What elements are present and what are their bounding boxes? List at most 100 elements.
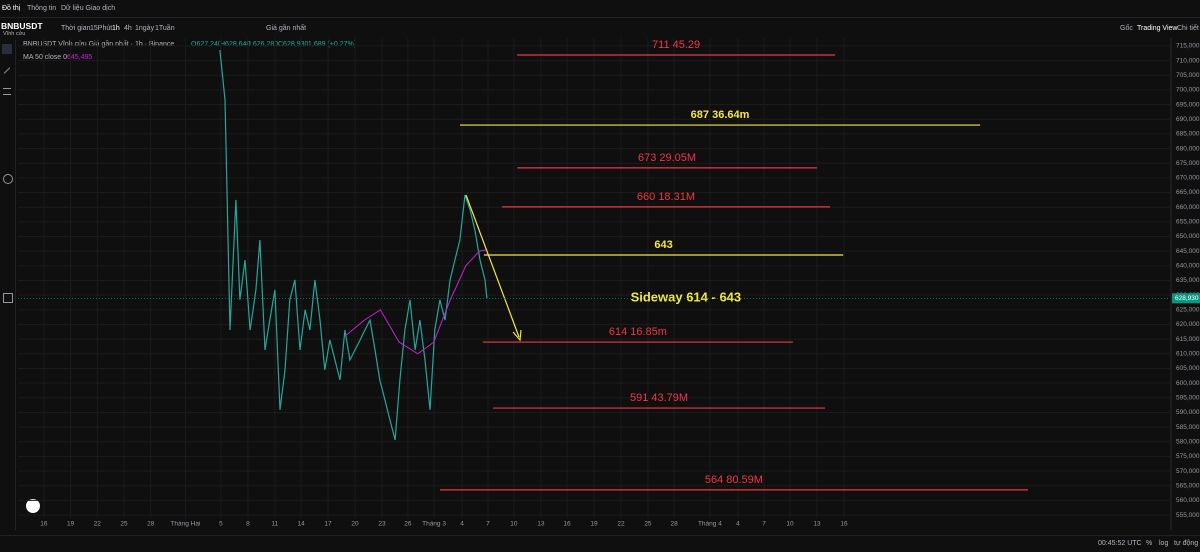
y-tick-label: 625,000 bbox=[1176, 307, 1200, 314]
interval[interactable]: 1Tuần bbox=[155, 25, 175, 32]
x-tick-label: 19 bbox=[590, 521, 598, 528]
x-tick-label: Tháng Hai bbox=[170, 521, 200, 528]
x-tick-label: 22 bbox=[94, 521, 102, 528]
interval[interactable]: 15Phút bbox=[90, 25, 113, 32]
level-label: 673 29.05M bbox=[638, 152, 696, 164]
x-tick-label: 25 bbox=[644, 521, 652, 528]
x-tick-label: 7 bbox=[486, 521, 490, 528]
y-tick-label: 690,000 bbox=[1176, 116, 1200, 123]
x-tick-label: 13 bbox=[537, 521, 545, 528]
x-tick-label: 7 bbox=[762, 521, 766, 528]
x-tick-label: 13 bbox=[813, 521, 821, 528]
bottom-button[interactable]: log bbox=[1159, 540, 1169, 547]
interval[interactable]: Thời gian bbox=[61, 25, 91, 32]
y-tick-label: 660,000 bbox=[1176, 204, 1200, 211]
last-price-box bbox=[1172, 293, 1200, 304]
y-tick-label: 635,000 bbox=[1176, 277, 1200, 284]
tab[interactable]: Dữ liệu Giao dịch bbox=[61, 5, 116, 12]
y-tick-label: 610,000 bbox=[1176, 351, 1200, 358]
symbol[interactable]: BNBUSDT bbox=[1, 21, 43, 31]
interval[interactable]: 1ngày bbox=[135, 25, 155, 32]
y-tick-label: 705,000 bbox=[1176, 72, 1200, 79]
price-type[interactable]: Giá gần nhất bbox=[266, 25, 307, 32]
bottom-bar: 00:45:52 UTC % log tự động bbox=[0, 535, 1200, 552]
tab[interactable]: Thông tin bbox=[27, 5, 57, 12]
level-label: 564 80.59M bbox=[705, 474, 763, 486]
y-tick-label: 580,000 bbox=[1176, 438, 1200, 445]
tool-icon[interactable] bbox=[3, 174, 13, 184]
top-tabs: Đồ thị Thông tin Dữ liệu Giao dịch bbox=[0, 0, 1200, 18]
x-tick-label: 26 bbox=[404, 521, 412, 528]
right-tab[interactable]: Chi tiết bbox=[1177, 25, 1199, 32]
tool-icon[interactable] bbox=[3, 67, 11, 74]
interval[interactable]: 1h bbox=[112, 25, 120, 32]
y-tick-label: 680,000 bbox=[1176, 145, 1200, 152]
ma-line bbox=[344, 249, 487, 355]
x-tick-label: 4 bbox=[736, 521, 740, 528]
bottom-button[interactable]: % bbox=[1146, 540, 1153, 547]
ma-value: 645,495 bbox=[67, 54, 93, 61]
annotation: Sideway 614 - 643 bbox=[631, 290, 742, 305]
tool-icon[interactable] bbox=[3, 293, 13, 303]
x-tick-label: 17 bbox=[324, 521, 332, 528]
clock: 00:45:52 UTC bbox=[1098, 540, 1142, 547]
x-tick-label: 10 bbox=[510, 521, 518, 528]
tool-icon[interactable] bbox=[3, 88, 11, 95]
level-label: 660 18.31M bbox=[637, 191, 695, 203]
y-tick-label: 665,000 bbox=[1176, 189, 1200, 196]
y-tick-label: 590,000 bbox=[1176, 409, 1200, 416]
right-tab[interactable]: Gốc bbox=[1120, 25, 1133, 32]
y-tick-label: 685,000 bbox=[1176, 131, 1200, 138]
x-tick-label: 8 bbox=[246, 521, 250, 528]
y-tick-label: 650,000 bbox=[1176, 233, 1200, 240]
x-tick-label: 11 bbox=[272, 521, 279, 528]
toolbar: BNBUSDT Vĩnh cửu Thời gian 15Phút 1h 4h … bbox=[0, 18, 1200, 38]
right-tab[interactable]: Trading View bbox=[1137, 25, 1178, 32]
y-tick-label: 615,000 bbox=[1176, 336, 1200, 343]
y-tick-label: 555,000 bbox=[1176, 512, 1200, 519]
tool-icon[interactable] bbox=[2, 44, 12, 54]
y-tick-label: 695,000 bbox=[1176, 101, 1200, 108]
bottom-button[interactable]: tự động bbox=[1174, 540, 1199, 547]
level-label: 711 45.29 bbox=[652, 39, 700, 51]
x-tick-label: 14 bbox=[297, 521, 305, 528]
price-line bbox=[219, 49, 488, 441]
x-tick-label: 4 bbox=[460, 521, 464, 528]
x-tick-label: 5 bbox=[219, 521, 223, 528]
x-tick-label: 28 bbox=[670, 521, 678, 528]
y-tick-label: 670,000 bbox=[1176, 175, 1200, 182]
x-tick-label: 23 bbox=[378, 521, 386, 528]
level-label: 643 bbox=[654, 239, 672, 251]
y-tick-label: 620,000 bbox=[1176, 321, 1200, 328]
y-tick-label: 575,000 bbox=[1176, 453, 1200, 460]
y-tick-label: 600,000 bbox=[1176, 380, 1200, 387]
y-tick-label: 585,000 bbox=[1176, 424, 1200, 431]
legend-ohlc: 1,689 (+0.27%) bbox=[308, 41, 357, 48]
x-tick-label: 16 bbox=[840, 521, 848, 528]
y-tick-label: 640,000 bbox=[1176, 263, 1200, 270]
y-tick-label: 655,000 bbox=[1176, 219, 1200, 226]
arrow-line bbox=[465, 194, 520, 338]
level-label: 591 43.79M bbox=[630, 392, 688, 404]
legend-ohlc: C628,930 bbox=[278, 41, 309, 48]
y-tick-label: 565,000 bbox=[1176, 482, 1200, 489]
y-tick-label: 645,000 bbox=[1176, 248, 1200, 255]
y-tick-label: 700,000 bbox=[1176, 87, 1200, 94]
x-tick-label: Tháng 4 bbox=[698, 521, 722, 528]
legend-title: BNBUSDT Vĩnh cửu Giá gần nhất · 1h · Bin… bbox=[23, 41, 175, 48]
interval[interactable]: 4h bbox=[124, 25, 132, 32]
y-tick-label: 605,000 bbox=[1176, 365, 1200, 372]
tv-logo bbox=[26, 499, 40, 513]
level-label: 687 36.64m bbox=[691, 109, 750, 121]
y-tick-label: 715,000 bbox=[1176, 43, 1200, 50]
symbol-sub: Vĩnh cửu bbox=[3, 31, 26, 37]
x-tick-label: 25 bbox=[120, 521, 128, 528]
y-tick-label: 630,000 bbox=[1176, 292, 1200, 299]
x-tick-label: 16 bbox=[40, 521, 48, 528]
tab[interactable]: Đồ thị bbox=[2, 5, 21, 12]
legend-ohlc: O627,240 bbox=[191, 41, 222, 48]
x-tick-label: 10 bbox=[786, 521, 794, 528]
